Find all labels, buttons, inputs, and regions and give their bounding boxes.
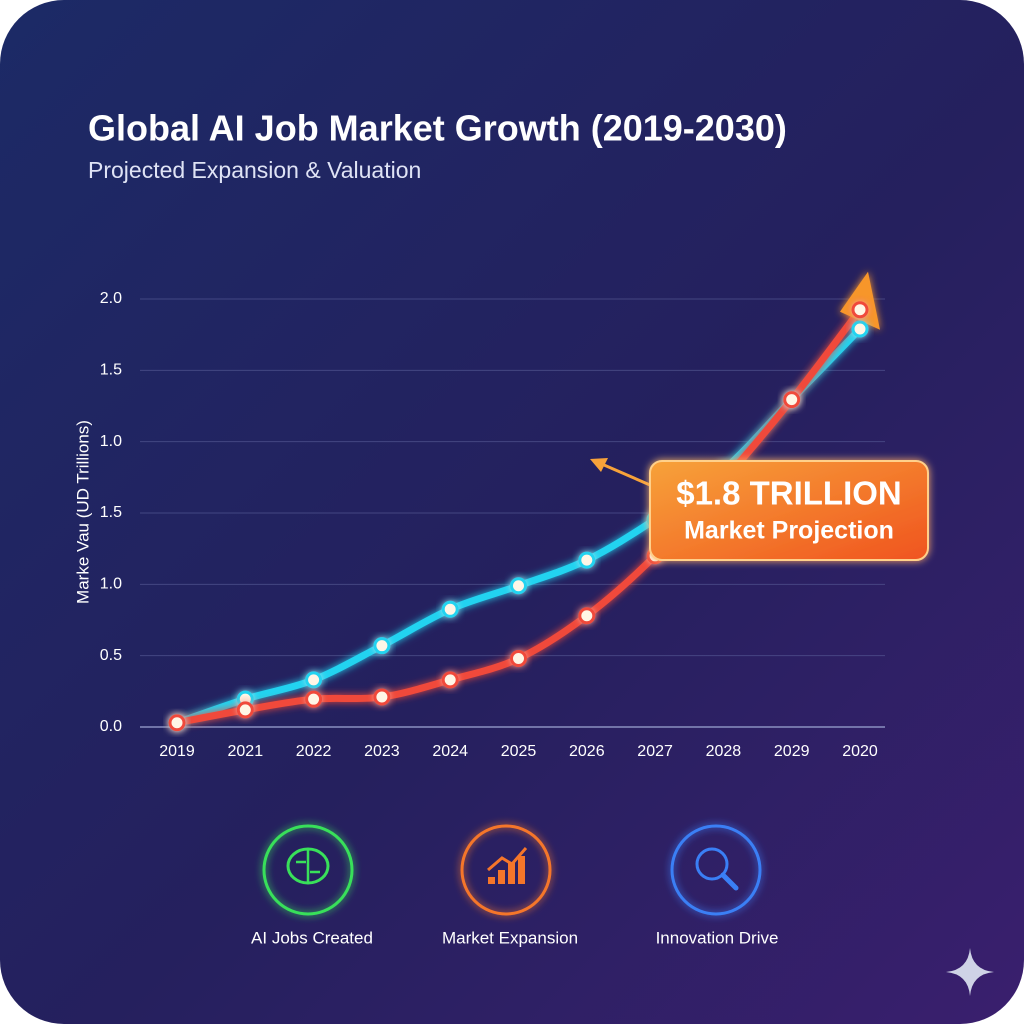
x-tick-label: 2026 xyxy=(569,743,605,760)
feature-label: AI Jobs Created xyxy=(251,928,373,947)
bars-icon xyxy=(488,877,495,884)
chart-subtitle: Projected Expansion & Valuation xyxy=(88,157,421,183)
bars-icon xyxy=(508,863,515,884)
x-tick-label: 2022 xyxy=(296,743,332,760)
point xyxy=(783,391,801,409)
x-tick-label: 2024 xyxy=(432,743,468,760)
x-tick-label: 2021 xyxy=(228,743,264,760)
feature-icon-ring xyxy=(460,824,552,916)
y-tick-label: 1.0 xyxy=(100,433,122,450)
feature-icon-ring xyxy=(262,824,354,916)
point xyxy=(441,671,459,689)
point xyxy=(305,690,323,708)
point xyxy=(851,301,869,319)
point xyxy=(373,688,391,706)
annotation-pointer xyxy=(603,463,651,487)
x-tick-label: 2025 xyxy=(501,743,537,760)
feature-label: Market Expansion xyxy=(442,928,578,947)
point xyxy=(578,551,596,569)
x-tick-label: 2029 xyxy=(774,743,810,760)
feature: AI Jobs Created xyxy=(251,824,373,947)
point xyxy=(168,714,186,732)
trend-arrowhead xyxy=(840,271,880,330)
point xyxy=(510,650,527,668)
point xyxy=(578,607,596,625)
point xyxy=(441,600,459,618)
feature: Market Expansion xyxy=(442,824,578,947)
x-tick-label: 2028 xyxy=(706,743,742,760)
y-tick-label: 1.5 xyxy=(100,504,122,521)
annotation-text: Market Projection xyxy=(684,517,894,545)
x-tick-label: 2020 xyxy=(842,743,878,760)
point xyxy=(305,671,323,689)
magnifier-handle xyxy=(720,872,739,891)
annotation-box xyxy=(649,460,929,561)
chart-title: Global AI Job Market Growth (2019-2030) xyxy=(88,108,787,149)
sparkle-icon xyxy=(946,948,994,996)
point xyxy=(510,577,527,595)
y-axis-label: Marke Vau (UD Trillions) xyxy=(73,420,92,604)
y-tick-label: 0.5 xyxy=(100,647,122,664)
feature-icon-ring xyxy=(670,824,762,916)
feature: Innovation Drive xyxy=(656,824,779,947)
y-tick-label: 1.5 xyxy=(100,362,122,379)
annotation-arrowhead xyxy=(590,458,608,472)
point xyxy=(373,637,391,655)
feature-label: Innovation Drive xyxy=(656,928,779,947)
y-tick-label: 0.0 xyxy=(100,718,122,735)
x-tick-label: 2023 xyxy=(364,743,400,760)
magnifier-icon xyxy=(695,847,729,881)
y-tick-label: 1.0 xyxy=(100,576,122,593)
trend-icon xyxy=(487,847,528,872)
annotation-headline: $1.8 TRILLION xyxy=(676,475,902,512)
line xyxy=(173,306,864,727)
point xyxy=(236,701,254,719)
x-tick-label: 2027 xyxy=(637,743,673,760)
point xyxy=(851,320,869,338)
brain-icon-detail xyxy=(296,850,320,884)
bars-icon xyxy=(518,856,525,884)
annotation: $1.8 TRILLION Market Projection xyxy=(590,458,929,561)
x-tick-label: 2019 xyxy=(159,743,195,760)
bars-icon xyxy=(498,870,505,884)
y-tick-label: 2.0 xyxy=(100,290,122,307)
